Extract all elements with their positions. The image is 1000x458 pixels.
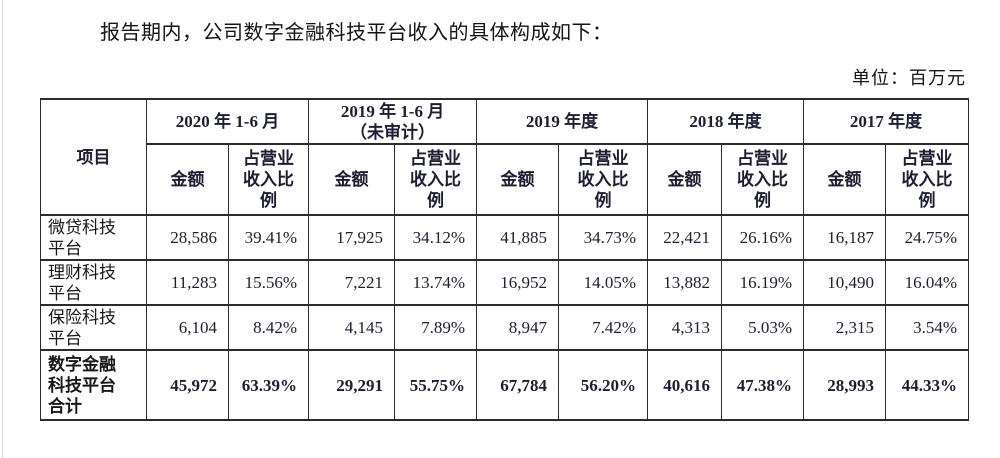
intro-paragraph: 报告期内，公司数字金融科技平台收入的具体构成如下： — [100, 22, 613, 44]
cell-insurance-amount-2017fy: 2,315 — [803, 304, 887, 351]
cell-microloan-amount-2019fy: 41,885 — [476, 214, 560, 261]
cell-total-amount-2017fy: 28,993 — [803, 349, 887, 421]
cell-wealth-amount-2017fy: 10,490 — [803, 259, 887, 306]
table-row-microloan: 微贷科技 平台 28,586 39.41% 17,925 34.12% 41,8… — [40, 214, 970, 261]
cell-total-ratio-2019fy: 56.20% — [558, 349, 649, 421]
header-period-2019fy: 2019 年度 — [476, 98, 649, 145]
cell-microloan-amount-2020h1: 28,586 — [146, 214, 229, 261]
cell-wealth-amount-2018fy: 13,882 — [647, 259, 723, 306]
cell-insurance-amount-2019h1: 4,145 — [308, 304, 396, 351]
cell-microloan-ratio-2017fy: 24.75% — [885, 214, 970, 261]
cell-wealth-ratio-2019h1: 13.74% — [394, 259, 478, 306]
table-row-total: 数字金融 科技平台 合计 45,972 63.39% 29,291 55.75%… — [40, 349, 970, 421]
header-ratio-2020h1: 占营业 收入比 例 — [227, 143, 310, 216]
cell-insurance-ratio-2019h1: 7.89% — [394, 304, 478, 351]
table-row-wealth: 理财科技 平台 11,283 15.56% 7,221 13.74% 16,95… — [40, 259, 970, 306]
cell-wealth-ratio-2017fy: 16.04% — [885, 259, 970, 306]
cell-microloan-amount-2017fy: 16,187 — [803, 214, 887, 261]
page-edge-line — [2, 0, 3, 458]
row-label-total: 数字金融 科技平台 合计 — [40, 349, 147, 421]
row-label-wealth: 理财科技 平台 — [40, 259, 147, 306]
header-amount-2018fy: 金额 — [647, 143, 723, 216]
cell-microloan-amount-2019h1: 17,925 — [308, 214, 396, 261]
header-period-2020h1: 2020 年 1-6 月 — [145, 98, 310, 145]
cell-total-amount-2018fy: 40,616 — [647, 349, 723, 421]
cell-total-ratio-2017fy: 44.33% — [885, 349, 970, 421]
cell-total-amount-2019fy: 67,784 — [476, 349, 560, 421]
revenue-composition-table: 项目 2020 年 1-6 月 2019 年 1-6 月 （未审计） 2019 … — [40, 98, 970, 421]
header-amount-2019h1: 金额 — [308, 143, 396, 216]
cell-wealth-ratio-2019fy: 14.05% — [558, 259, 649, 306]
cell-microloan-amount-2018fy: 22,421 — [647, 214, 723, 261]
cell-total-ratio-2019h1: 55.75% — [394, 349, 478, 421]
cell-microloan-ratio-2018fy: 26.16% — [721, 214, 805, 261]
cell-microloan-ratio-2019fy: 34.73% — [558, 214, 649, 261]
header-period-2017fy: 2017 年度 — [803, 98, 970, 145]
cell-wealth-amount-2019h1: 7,221 — [308, 259, 396, 306]
cell-total-amount-2020h1: 45,972 — [146, 349, 229, 421]
header-item: 项目 — [40, 98, 147, 216]
cell-wealth-ratio-2018fy: 16.19% — [721, 259, 805, 306]
cell-wealth-ratio-2020h1: 15.56% — [227, 259, 310, 306]
header-ratio-2019h1: 占营业 收入比 例 — [394, 143, 478, 216]
cell-insurance-ratio-2017fy: 3.54% — [885, 304, 970, 351]
unit-label: 单位：百万元 — [852, 68, 966, 88]
cell-total-ratio-2018fy: 47.38% — [721, 349, 805, 421]
cell-microloan-ratio-2020h1: 39.41% — [227, 214, 310, 261]
cell-total-amount-2019h1: 29,291 — [308, 349, 396, 421]
cell-insurance-ratio-2020h1: 8.42% — [227, 304, 310, 351]
cell-insurance-amount-2019fy: 8,947 — [476, 304, 560, 351]
cell-insurance-amount-2018fy: 4,313 — [647, 304, 723, 351]
cell-microloan-ratio-2019h1: 34.12% — [394, 214, 478, 261]
cell-wealth-amount-2019fy: 16,952 — [476, 259, 560, 306]
header-ratio-2017fy: 占营业 收入比 例 — [885, 143, 970, 216]
cell-insurance-ratio-2018fy: 5.03% — [721, 304, 805, 351]
header-amount-2019fy: 金额 — [476, 143, 560, 216]
header-period-2019h1: 2019 年 1-6 月 （未审计） — [308, 98, 478, 145]
header-period-2018fy: 2018 年度 — [647, 98, 805, 145]
cell-insurance-amount-2020h1: 6,104 — [146, 304, 229, 351]
row-label-microloan: 微贷科技 平台 — [40, 214, 147, 261]
header-ratio-2018fy: 占营业 收入比 例 — [721, 143, 805, 216]
header-amount-2020h1: 金额 — [146, 143, 229, 216]
cell-insurance-ratio-2019fy: 7.42% — [558, 304, 649, 351]
header-ratio-2019fy: 占营业 收入比 例 — [558, 143, 649, 216]
row-label-insurance: 保险科技 平台 — [40, 304, 147, 351]
table-row-insurance: 保险科技 平台 6,104 8.42% 4,145 7.89% 8,947 7.… — [40, 304, 970, 351]
header-amount-2017fy: 金额 — [803, 143, 887, 216]
cell-wealth-amount-2020h1: 11,283 — [146, 259, 229, 306]
cell-total-ratio-2020h1: 63.39% — [227, 349, 310, 421]
